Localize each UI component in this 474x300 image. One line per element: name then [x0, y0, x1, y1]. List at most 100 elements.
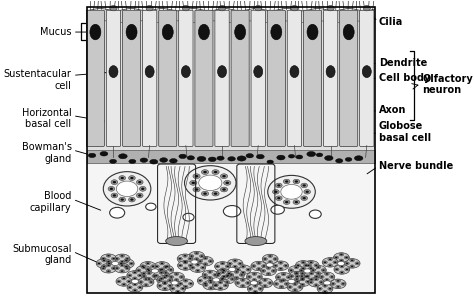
Ellipse shape — [253, 284, 258, 287]
Ellipse shape — [275, 283, 277, 285]
Ellipse shape — [351, 266, 353, 267]
Ellipse shape — [273, 264, 278, 267]
Ellipse shape — [213, 278, 220, 282]
Ellipse shape — [195, 188, 198, 191]
Ellipse shape — [316, 272, 321, 274]
Ellipse shape — [168, 272, 184, 282]
Ellipse shape — [209, 277, 211, 279]
Ellipse shape — [158, 265, 173, 275]
Ellipse shape — [262, 270, 264, 272]
Ellipse shape — [275, 196, 282, 200]
Ellipse shape — [117, 280, 121, 283]
Ellipse shape — [102, 259, 107, 262]
Ellipse shape — [309, 261, 313, 264]
Ellipse shape — [195, 269, 200, 272]
Ellipse shape — [145, 66, 154, 78]
Ellipse shape — [184, 166, 236, 200]
Ellipse shape — [239, 273, 244, 276]
Ellipse shape — [266, 266, 271, 269]
Ellipse shape — [214, 274, 217, 276]
Ellipse shape — [345, 158, 352, 161]
FancyBboxPatch shape — [143, 10, 157, 146]
Ellipse shape — [127, 274, 132, 277]
Ellipse shape — [227, 274, 229, 276]
Ellipse shape — [235, 265, 251, 274]
Ellipse shape — [305, 275, 310, 278]
Ellipse shape — [342, 283, 345, 285]
Ellipse shape — [328, 287, 333, 290]
Ellipse shape — [319, 288, 321, 290]
Ellipse shape — [218, 287, 223, 290]
Ellipse shape — [250, 281, 257, 285]
Ellipse shape — [115, 267, 119, 270]
Ellipse shape — [246, 272, 262, 282]
Ellipse shape — [130, 263, 133, 264]
Ellipse shape — [160, 278, 163, 280]
Ellipse shape — [215, 262, 230, 271]
Ellipse shape — [215, 284, 217, 286]
Ellipse shape — [164, 272, 168, 274]
Ellipse shape — [311, 269, 316, 272]
Ellipse shape — [242, 272, 245, 273]
Ellipse shape — [228, 262, 232, 265]
Ellipse shape — [242, 279, 244, 281]
Ellipse shape — [220, 271, 225, 274]
Ellipse shape — [262, 265, 266, 268]
Ellipse shape — [164, 277, 166, 278]
Ellipse shape — [117, 181, 138, 196]
Ellipse shape — [319, 281, 324, 284]
Ellipse shape — [334, 262, 337, 263]
FancyBboxPatch shape — [360, 10, 374, 146]
Ellipse shape — [119, 262, 124, 265]
Ellipse shape — [303, 260, 319, 270]
Ellipse shape — [227, 266, 229, 267]
Ellipse shape — [274, 265, 277, 266]
Ellipse shape — [107, 261, 109, 262]
Ellipse shape — [146, 262, 150, 265]
Ellipse shape — [193, 174, 200, 178]
Ellipse shape — [157, 279, 162, 282]
Ellipse shape — [301, 284, 304, 286]
Ellipse shape — [267, 267, 270, 269]
Ellipse shape — [155, 275, 157, 277]
Ellipse shape — [263, 278, 267, 281]
Ellipse shape — [295, 275, 300, 278]
Ellipse shape — [146, 262, 149, 264]
Ellipse shape — [159, 269, 162, 271]
Ellipse shape — [208, 276, 212, 279]
Ellipse shape — [201, 255, 203, 257]
Ellipse shape — [126, 24, 137, 40]
Ellipse shape — [216, 274, 220, 277]
Ellipse shape — [319, 272, 335, 282]
Ellipse shape — [277, 184, 281, 187]
FancyBboxPatch shape — [231, 10, 249, 146]
FancyBboxPatch shape — [195, 10, 213, 146]
Ellipse shape — [128, 286, 132, 289]
Ellipse shape — [228, 157, 236, 161]
Ellipse shape — [178, 261, 193, 270]
Ellipse shape — [223, 284, 228, 287]
Ellipse shape — [350, 265, 355, 268]
Ellipse shape — [230, 278, 235, 280]
Ellipse shape — [217, 156, 224, 160]
Ellipse shape — [321, 269, 326, 272]
Ellipse shape — [336, 159, 343, 163]
Ellipse shape — [288, 277, 290, 278]
Ellipse shape — [189, 258, 191, 260]
Ellipse shape — [179, 154, 186, 159]
Ellipse shape — [179, 283, 182, 284]
Ellipse shape — [182, 288, 184, 289]
Ellipse shape — [254, 291, 256, 292]
Ellipse shape — [116, 277, 132, 286]
Ellipse shape — [224, 180, 231, 185]
Ellipse shape — [217, 272, 221, 275]
Ellipse shape — [137, 274, 142, 277]
Ellipse shape — [295, 261, 311, 270]
Ellipse shape — [215, 265, 220, 268]
Ellipse shape — [264, 279, 266, 281]
Ellipse shape — [179, 258, 181, 260]
Ellipse shape — [339, 271, 344, 274]
Ellipse shape — [237, 282, 239, 284]
Ellipse shape — [107, 271, 109, 272]
Ellipse shape — [184, 280, 187, 281]
